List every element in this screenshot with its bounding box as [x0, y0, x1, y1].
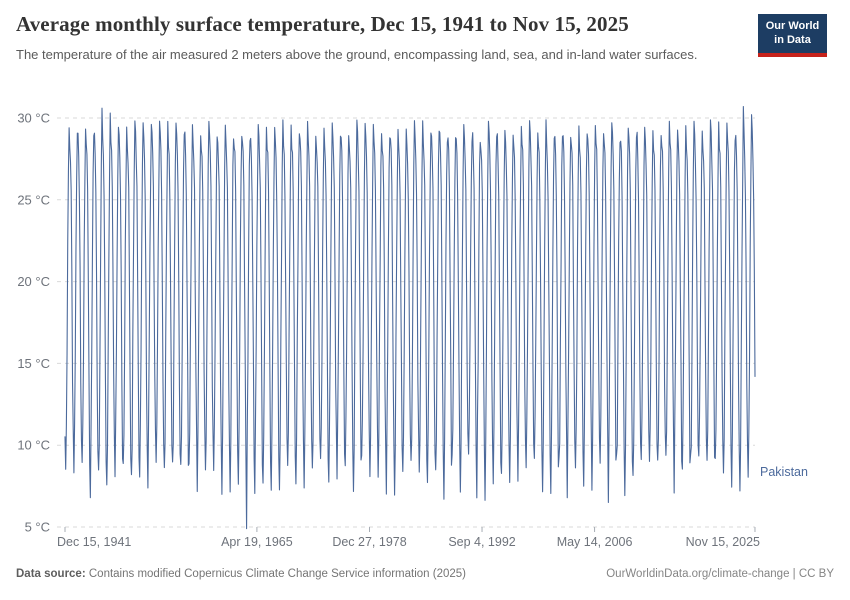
- attribution-link[interactable]: OurWorldinData.org/climate-change | CC B…: [606, 568, 834, 580]
- y-axis-tick-label: 15 °C: [17, 356, 50, 371]
- y-axis-tick-label: 20 °C: [17, 274, 50, 289]
- x-axis-tick-label: May 14, 2006: [557, 535, 633, 549]
- chart-footer: Data source: Contains modified Copernicu…: [16, 568, 834, 580]
- x-axis-tick-label: Nov 15, 2025: [686, 535, 760, 549]
- y-axis-tick-label: 30 °C: [17, 111, 50, 126]
- series-line-pakistan[interactable]: [64, 106, 756, 530]
- data-source-note: Data source: Contains modified Copernicu…: [16, 568, 466, 580]
- data-source-text: Contains modified Copernicus Climate Cha…: [88, 568, 467, 580]
- page-title: Average monthly surface temperature, Dec…: [16, 12, 629, 36]
- owid-logo-line2: in Data: [774, 33, 811, 46]
- chart-header: Average monthly surface temperature, Dec…: [16, 12, 834, 65]
- x-axis-tick-label: Dec 27, 1978: [332, 535, 406, 549]
- owid-logo-line1: Our World: [765, 20, 820, 32]
- chart-plot-area[interactable]: 5 °C 10 °C 15 °C 20 °C 25 °C 30 °C Dec 15, 194…: [0, 95, 850, 555]
- x-axis-tick-label: Dec 15, 1941: [57, 535, 131, 549]
- series-label-pakistan: Pakistan: [760, 465, 808, 479]
- data-source-label: Data source:: [16, 568, 86, 580]
- y-axis-tick-label: 10 °C: [17, 438, 50, 453]
- owid-logo: Our World in Data: [758, 14, 827, 57]
- temperature-line-chart[interactable]: 5 °C 10 °C 15 °C 20 °C 25 °C 30 °C Dec 15, 194…: [0, 95, 850, 555]
- chart-subtitle: The temperature of the air measured 2 me…: [16, 47, 698, 62]
- y-axis-tick-label: 5 °C: [25, 520, 50, 535]
- x-axis-tick-label: Apr 19, 1965: [221, 535, 293, 549]
- x-axis-tick-label: Sep 4, 1992: [448, 535, 515, 549]
- y-axis-tick-label: 25 °C: [17, 192, 50, 207]
